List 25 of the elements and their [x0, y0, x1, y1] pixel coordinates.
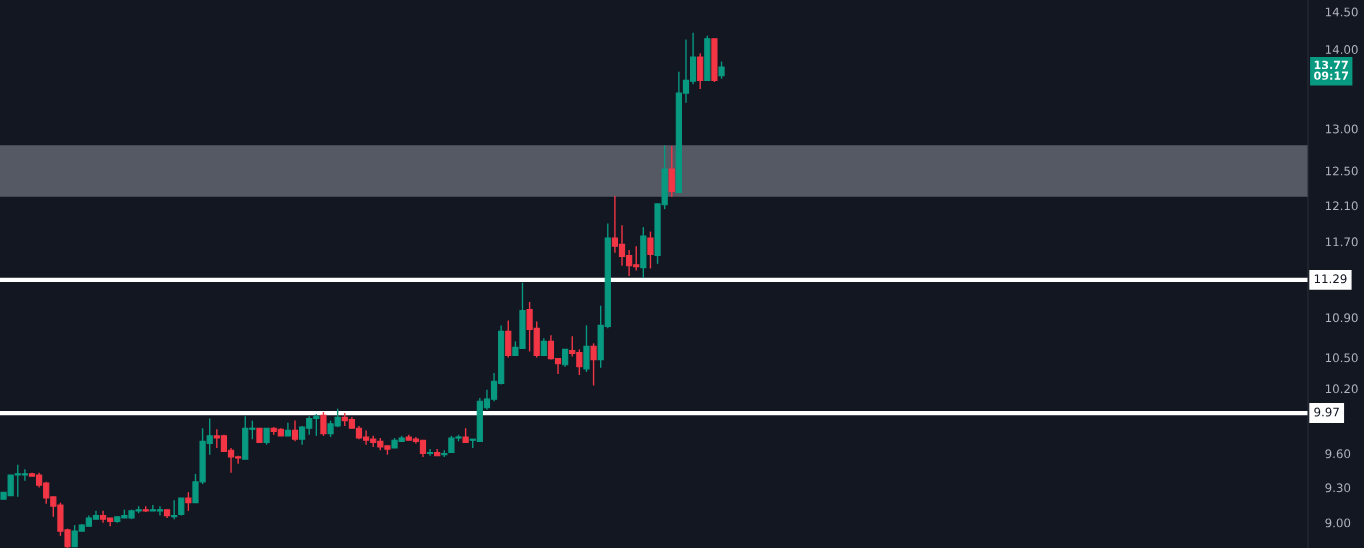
y-tick-label: 10.50 [1325, 353, 1358, 363]
ref-line-label: 11.29 [1314, 274, 1347, 284]
y-tick-label: 14.50 [1325, 7, 1358, 17]
y-tick-label: 13.00 [1325, 124, 1358, 134]
y-tick-label: 9.60 [1325, 449, 1351, 459]
candlestick [647, 230, 654, 270]
candlestick [697, 52, 704, 90]
candlestick [426, 448, 434, 457]
text: 13.77 09:17 [1314, 60, 1349, 80]
y-tick-label: 10.90 [1325, 313, 1358, 323]
candlestick [583, 324, 590, 373]
y-tick-label: 12.10 [1325, 201, 1358, 211]
y-tick-label: 9.30 [1325, 483, 1351, 493]
candlestick [320, 411, 327, 437]
y-tick-label: 12.50 [1325, 166, 1358, 176]
candlestick [291, 419, 299, 443]
y-tick-label: 10.20 [1325, 384, 1358, 394]
y-tick-label: 11.70 [1325, 237, 1358, 247]
ref-line-label: 9.97 [1314, 407, 1339, 417]
y-tick-label: 14.00 [1325, 45, 1358, 54]
y-tick-label: 9.00 [1325, 518, 1351, 528]
candlestick [668, 145, 675, 198]
candlestick [590, 342, 597, 387]
candlestick [171, 499, 178, 520]
candlestick [185, 491, 192, 512]
